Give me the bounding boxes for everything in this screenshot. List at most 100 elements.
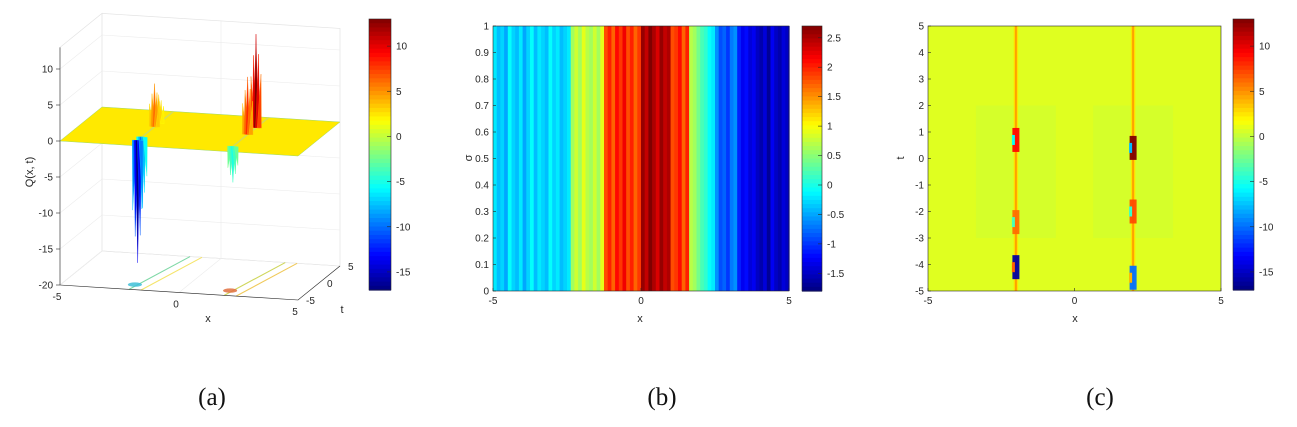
panel-a-z-tick-label: -5 [44,173,53,184]
panel-b-colorbar-swatch [802,249,822,255]
panel-a-gridline [59,250,341,286]
panel-a-colorbar-swatch [369,167,391,173]
panel-b-y-tick-label: 0.7 [475,101,489,112]
panel-b-colorbar-swatch [802,199,822,205]
panel-b-colorbar-swatch [802,282,822,288]
panel-c-colorbar-swatch [1233,226,1254,232]
panel-c-colorbar-tick-label: -15 [1259,267,1274,278]
panel-c-colorbar-swatch [1233,281,1254,287]
panel-b-stripe [644,26,649,291]
panel-c-colorbar-swatch [1233,167,1254,173]
panel-c-colorbar-swatch [1233,129,1254,134]
panel-a-xlabel: x [205,313,211,325]
panel-a-colorbar-swatch [369,78,391,84]
panel-a-caption: (a) [198,384,226,411]
panel-c-y-tick-label: 2 [918,101,924,112]
panel-b-stripe [744,26,749,291]
panel-a-colorbar-swatch [369,19,391,24]
panel-c-colorbar-swatch [1233,137,1254,143]
panel-b-stripe [555,26,561,291]
panel-c-colorbar-swatch [1233,44,1254,50]
panel-c-colorbar-swatch [1233,120,1254,126]
panel-a-colorbar-tick-label: 0 [396,132,402,143]
panel-c-colorbar-swatch [1233,74,1254,79]
panel-b-colorbar-swatch [802,108,822,114]
panel-b-stripe [578,26,583,291]
panel-c-y-tick-label: 1 [918,128,924,139]
panel-a-colorbar-swatch [369,196,391,202]
panel-a-x-tick-label: -5 [53,292,62,303]
panel-b-colorbar-swatch [802,96,822,102]
panel-b-stripe [703,26,709,291]
panel-b-stripe [518,26,524,291]
panel-a-colorbar-swatch [369,74,391,79]
panel-b-stripe [711,26,716,291]
panel-a-colorbar-swatch [369,52,391,58]
panel-b-stripe [652,26,657,291]
panel-c-colorbar-tick-label: -10 [1259,222,1274,233]
panel-b-stripe [696,26,701,291]
panel-b-stripe [604,26,609,291]
panel-b-stripe [496,26,501,291]
panel-b-colorbar-tick-label: 2 [827,63,833,74]
panel-b-colorbar-swatch [802,129,822,135]
panel-a-colorbar-swatch [369,234,391,240]
panel-c-colorbar-swatch [1233,112,1254,117]
panel-c-colorbar-swatch [1233,57,1254,62]
panel-c-colorbar-swatch [1233,150,1254,156]
panel-a-colorbar-swatch [369,146,391,151]
panel-a-colorbar-swatch [369,175,391,181]
panel-c-x-tick-label: -5 [924,296,933,307]
panel-b-stripe [729,26,735,291]
panel-a-t-tick-label: 5 [348,262,354,273]
panel-a-colorbar-swatch [369,218,391,223]
panel-b-stripe [563,26,568,291]
panel-c-colorbar-swatch [1233,158,1254,164]
panel-c-intensity-spot [1129,142,1133,153]
panel-b-stripe [618,26,624,291]
panel-b-x-tick-label: -5 [489,296,498,307]
panel-b-stripe [678,26,683,291]
panel-b-stripe [763,26,768,291]
panel-c-colorbar-swatch [1233,95,1254,101]
panel-b-stripe [611,26,616,291]
panel-a-colorbar-swatch [369,171,391,177]
panel-c-caption: (c) [1086,384,1114,411]
panel-b-stripe [715,26,720,291]
panel-c-colorbar-swatch [1233,78,1254,84]
panel-b-colorbar-swatch [802,224,822,230]
panel-b-y-tick-label: 0.1 [475,260,489,271]
panel-a-colorbar-frame [368,18,392,291]
panel-b-colorbar-tick-label: -1 [827,239,836,250]
panel-c-colorbar-swatch [1233,146,1254,151]
panel-c-colorbar-swatch [1233,184,1254,189]
panel-c-colorbar-swatch [1233,175,1254,181]
panel-c-colorbar-swatch [1233,179,1254,185]
panel-a-colorbar-swatch [369,107,391,113]
panel-b-colorbar-swatch [802,117,822,122]
panel-c-colorbar-swatch [1233,48,1254,54]
panel-b-stripe [548,26,553,291]
panel-b-stripe [755,26,760,291]
panel-b-colorbar-swatch [802,92,822,97]
panel-b-plot-area [492,25,790,292]
panel-b-stripe [507,26,513,291]
panel-c-colorbar-swatch [1233,35,1254,41]
panel-a-colorbar-swatch [369,120,391,126]
panel-a-colorbar-swatch [369,256,391,261]
panel-b-xlabel: x [637,313,643,325]
panel-c-background [928,26,1221,291]
panel-c-colorbar-swatch [1233,285,1254,291]
panel-c-intensity-spot [1129,265,1137,290]
panel-b-heatmap: -5 0 500.10.20.30.40.50.60.70.80.91 x σ 2.… [463,22,845,412]
panel-b-y-tick-label: 1 [483,22,489,33]
panel-b-stripe [770,26,775,291]
panel-c-y-tick-label: 4 [918,48,924,59]
panel-a-colorbar-swatch [369,184,391,189]
panel-b-colorbar-tick-label: 1 [827,122,833,133]
panel-b-colorbar-swatch [802,170,822,176]
panel-c-y-tick-label: -1 [915,181,924,192]
panel-c-colorbar-swatch [1233,116,1254,122]
panel-b-colorbar-swatch [802,50,822,56]
